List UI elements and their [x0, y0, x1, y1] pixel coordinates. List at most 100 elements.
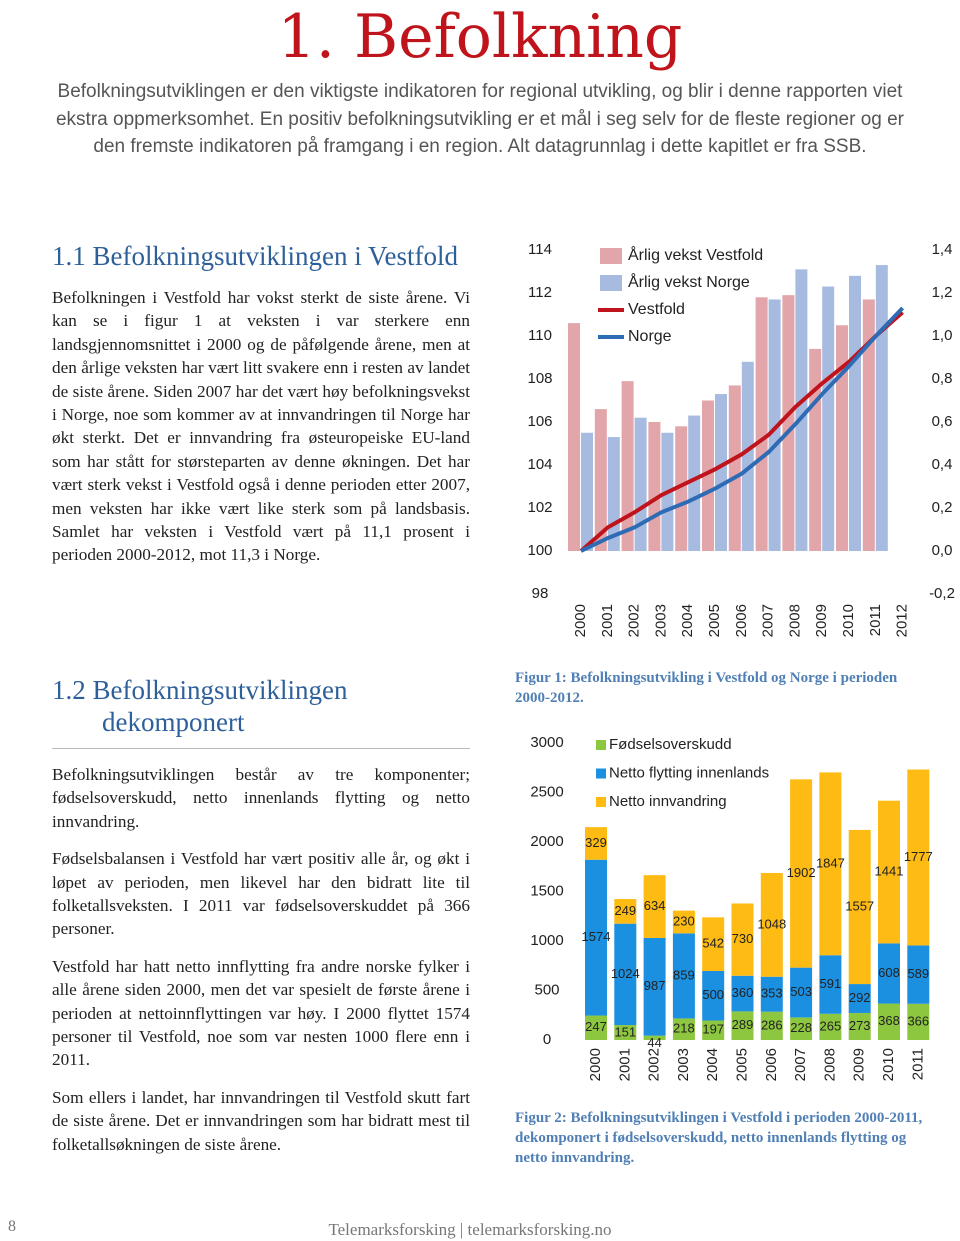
bar-segment	[731, 1011, 754, 1040]
x-tick-label: 2002	[646, 1048, 663, 1081]
data-label: 360	[732, 985, 754, 1000]
data-label: 151	[614, 1024, 636, 1039]
data-label: 591	[820, 976, 842, 991]
bar	[741, 361, 754, 551]
figure-caption: Figur 1: Befolkningsutvikling i Vestfold…	[515, 670, 898, 706]
y-tick-label: 500	[534, 981, 559, 998]
data-label: 230	[673, 913, 695, 928]
data-label: 273	[849, 1018, 871, 1033]
y-tick-label: 112	[528, 284, 552, 301]
bar-segment	[819, 1013, 842, 1040]
y2-tick-label: 1,4	[932, 241, 953, 258]
bar-segment	[585, 859, 607, 1016]
data-label: 859	[673, 967, 695, 982]
page-number: 8	[8, 1218, 16, 1235]
line	[579, 310, 904, 553]
x-tick-label: 2003	[652, 604, 669, 637]
x-tick-label: 2004	[679, 604, 696, 637]
bar-segment	[614, 1025, 637, 1040]
paragraph: Befolkningsutviklingen består av tre kom…	[52, 765, 470, 831]
bar	[728, 385, 741, 551]
footer: Telemarksforsking | telemarksforsking.no	[328, 1220, 612, 1239]
page-title: 1. Befolkning	[277, 2, 683, 72]
y-tick-label: 98	[532, 585, 549, 602]
x-tick-label: 2009	[813, 604, 830, 637]
legend-swatch	[596, 768, 606, 779]
figure-caption: Figur 2: Befolkningsutviklingen i Vestfo…	[515, 1110, 923, 1166]
bar-segment	[760, 1011, 783, 1040]
legend-swatch	[596, 740, 606, 750]
intro: Befolkningsutviklingen er den viktigste …	[55, 81, 905, 157]
x-tick-label: 2005	[733, 1048, 750, 1081]
y-tick-label: 104	[527, 456, 552, 473]
bar	[782, 295, 795, 551]
x-tick-label: 2001	[599, 604, 616, 637]
bar-segment	[819, 772, 842, 956]
x-tick-label: 2006	[763, 1048, 780, 1081]
bar	[849, 275, 861, 551]
bar-segment	[672, 910, 695, 934]
bar-segment	[907, 769, 930, 946]
y-tick-label: 2500	[530, 783, 563, 800]
y2-tick-label: 0,6	[932, 413, 953, 430]
x-tick-label: 2011	[867, 604, 884, 636]
line	[580, 306, 905, 553]
bar-segment	[672, 1018, 695, 1040]
bar	[875, 265, 888, 551]
data-label: 197	[702, 1022, 724, 1037]
data-label: 1557	[845, 898, 874, 913]
data-label: 292	[849, 990, 871, 1005]
y-tick-label: 100	[527, 542, 552, 559]
data-label: 249	[614, 903, 636, 918]
x-tick-label: 2000	[587, 1048, 604, 1081]
y-tick-label: 106	[527, 413, 552, 430]
bar	[621, 381, 634, 551]
paragraph: Som ellers i landet, har innvandringen t…	[52, 1087, 470, 1154]
x-tick-label: 2012	[894, 604, 911, 637]
y2-tick-label: 0,4	[932, 456, 953, 473]
bar	[675, 426, 688, 551]
x-tick-label: 2007	[792, 1048, 809, 1081]
x-tick-label: 2007	[760, 604, 777, 637]
bar	[688, 415, 701, 551]
data-label: 1048	[757, 916, 786, 931]
bar	[862, 299, 875, 551]
bar-segment	[702, 917, 725, 971]
legend-label: Fødselsoverskudd	[609, 736, 732, 753]
data-label: 218	[673, 1021, 695, 1036]
bar-segment	[643, 875, 666, 938]
bar-segment	[878, 1003, 900, 1040]
y-tick-label: 114	[528, 241, 552, 258]
data-label: 608	[878, 965, 900, 980]
y-tick-label: 110	[528, 327, 552, 344]
data-label: 368	[878, 1013, 900, 1028]
x-tick-label: 2011	[909, 1048, 926, 1080]
data-label: 500	[702, 987, 724, 1002]
data-label: 1441	[875, 863, 904, 878]
paragraph: Vestfold har hatt netto innflytting fra …	[52, 956, 470, 1070]
bar	[795, 269, 808, 551]
x-tick-label: 2004	[704, 1048, 721, 1081]
data-label: 1847	[816, 855, 845, 870]
bar-segment	[848, 984, 871, 1013]
bar-segment	[760, 976, 783, 1012]
data-label: 265	[820, 1018, 842, 1033]
y-tick-label: 102	[527, 499, 552, 516]
bar	[715, 394, 727, 551]
legend-swatch	[600, 275, 622, 291]
data-label: 1024	[611, 966, 640, 981]
bar-segment	[643, 937, 666, 1036]
bar	[809, 348, 822, 551]
y2-tick-label: 1,0	[932, 327, 953, 344]
data-label: 730	[732, 931, 754, 946]
bar	[836, 325, 848, 551]
data-label: 1902	[787, 865, 816, 880]
bar	[768, 299, 781, 551]
legend-swatch	[596, 797, 606, 807]
legend-label: Netto innvandring	[609, 793, 727, 810]
y-tick-label: 2000	[530, 833, 563, 850]
x-tick-label: 2005	[706, 604, 723, 637]
data-label: 634	[644, 898, 666, 913]
